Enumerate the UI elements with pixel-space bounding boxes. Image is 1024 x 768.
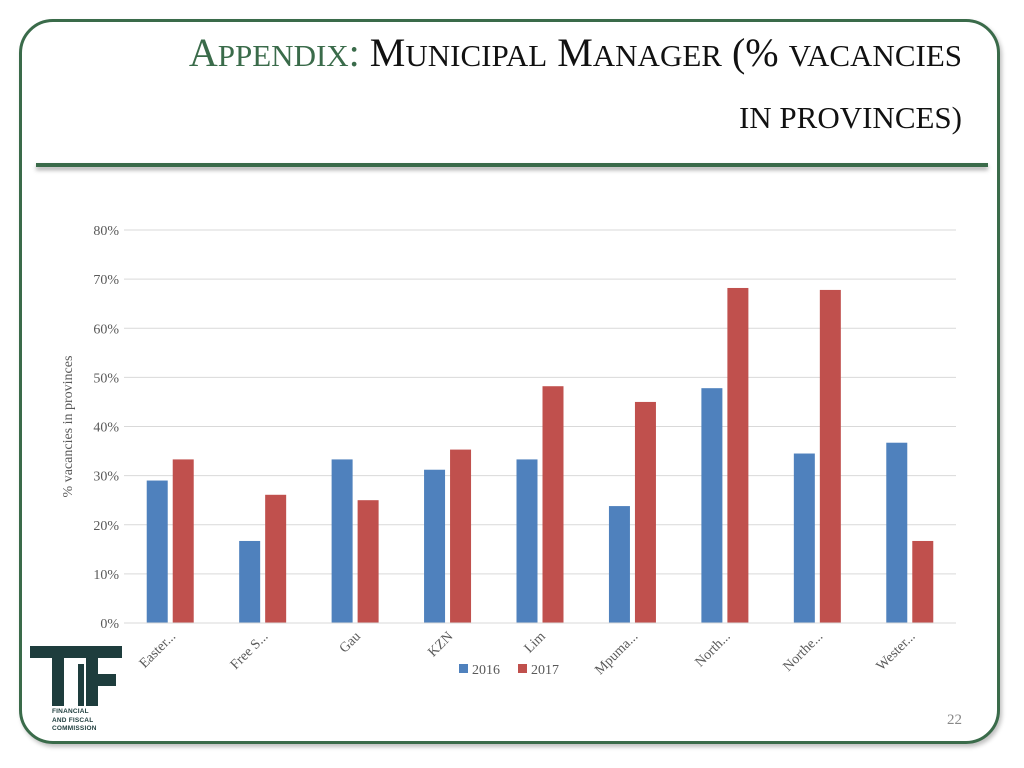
legend-label-2017: 2017	[531, 663, 559, 678]
bar-2017-7	[819, 289, 841, 623]
ffc-logo-icon	[30, 646, 122, 706]
y-tick-label: 50%	[93, 371, 119, 386]
x-tick-label: North...	[693, 629, 734, 670]
bar-2016-0	[146, 480, 168, 623]
legend-label-2016: 2016	[472, 663, 500, 678]
title-appendix: APPENDIX:	[188, 30, 360, 75]
bar-2017-3	[450, 449, 472, 623]
bar-2016-1	[239, 540, 261, 623]
x-tick-label: Mpuma...	[592, 629, 641, 678]
y-tick-label: 0%	[100, 617, 119, 632]
bar-2016-3	[424, 469, 446, 623]
bar-2017-0	[172, 459, 194, 623]
bar-2016-2	[331, 459, 353, 623]
y-tick-label: 20%	[93, 519, 119, 534]
bar-2017-1	[265, 494, 287, 623]
bar-2016-7	[793, 453, 815, 623]
y-axis-label: % vacancies in provinces	[61, 356, 76, 498]
x-tick-label: KZN	[425, 629, 456, 660]
y-tick-label: 10%	[93, 568, 119, 583]
logo-text: FINANCIAL AND FISCAL COMMISSION	[52, 708, 97, 732]
y-tick-label: 60%	[93, 322, 119, 337]
legend-swatch-2016	[459, 664, 468, 673]
title-line-2: IN PROVINCES)	[738, 100, 962, 135]
bar-2017-5	[634, 401, 656, 623]
x-tick-label: Lim	[522, 629, 549, 656]
x-tick-label: Gau	[337, 629, 364, 656]
y-tick-label: 70%	[93, 273, 119, 288]
bar-2017-4	[542, 386, 564, 623]
y-tick-label: 40%	[93, 421, 119, 436]
bar-2017-2	[357, 500, 379, 623]
bar-2016-6	[701, 388, 723, 623]
x-tick-label: Easter...	[137, 629, 179, 671]
bar-2016-5	[608, 506, 630, 623]
legend-swatch-2017	[518, 664, 527, 673]
slide-title: APPENDIX: MUNICIPAL MANAGER (% VACANCIES…	[62, 22, 962, 149]
title-line-1: APPENDIX: MUNICIPAL MANAGER (% VACANCIES	[188, 30, 962, 75]
bar-2017-6	[727, 287, 749, 623]
x-tick-label: Wester...	[874, 629, 919, 674]
bar-2017-8	[912, 540, 934, 623]
bar-2016-4	[516, 459, 538, 623]
x-tick-label: Free S...	[228, 629, 272, 673]
y-tick-label: 30%	[93, 470, 119, 485]
title-divider	[36, 163, 988, 167]
y-tick-label: 80%	[93, 224, 119, 239]
x-tick-label: Northe...	[781, 629, 827, 675]
bar-2016-8	[886, 442, 908, 623]
page-number: 22	[947, 712, 962, 728]
